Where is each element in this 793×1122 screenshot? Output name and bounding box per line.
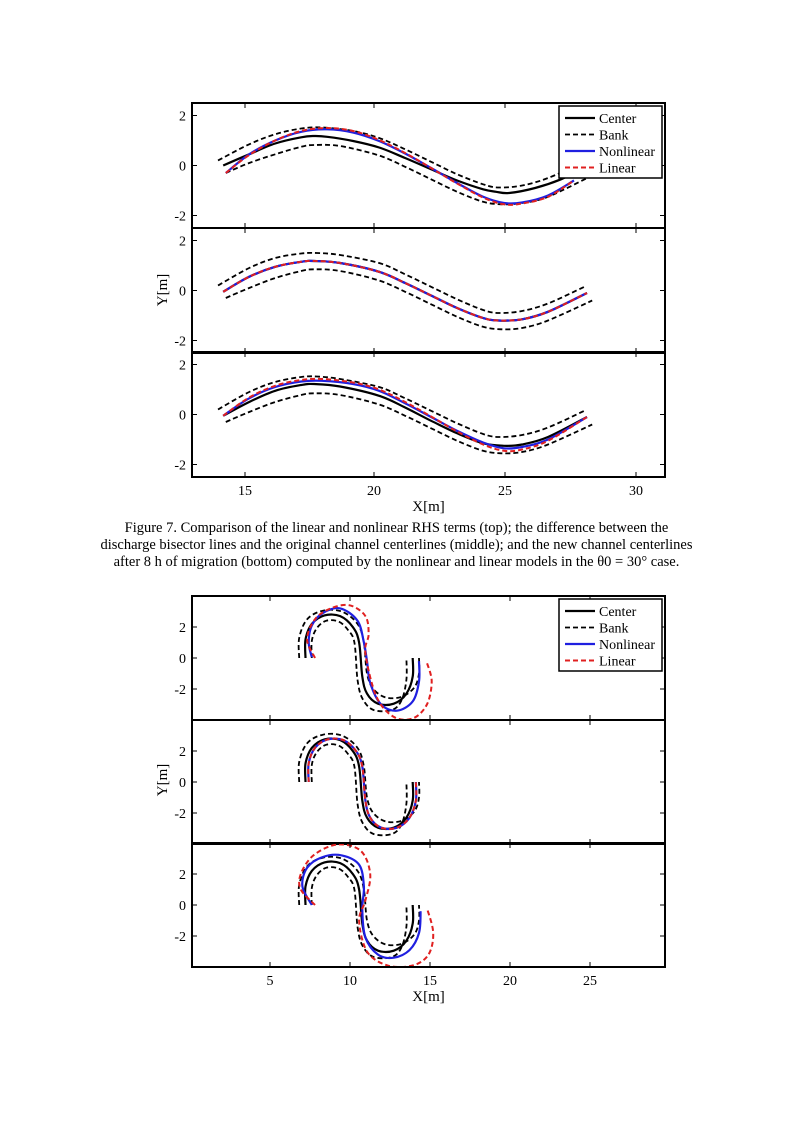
series-bank-line <box>217 126 583 189</box>
y-tick-label: -2 <box>174 930 186 945</box>
legend-label-linear: Linear <box>599 162 636 177</box>
y-tick-label: -2 <box>174 683 186 698</box>
figure-caption: Figure 7. Comparison of the linear and n… <box>100 520 693 570</box>
series-bank-line <box>310 619 408 713</box>
series-bank-line <box>217 375 585 438</box>
x-tick-label: 10 <box>343 974 357 989</box>
y-tick-label: 2 <box>179 745 186 760</box>
legend-label-nonlinear: Nonlinear <box>599 145 655 160</box>
y-tick-label: 2 <box>179 359 186 374</box>
series-center-line <box>222 259 588 322</box>
series-bank-line <box>310 866 408 960</box>
x-tick-label: 20 <box>367 484 381 499</box>
series-linear-line <box>307 737 418 830</box>
legend-label-bank: Bank <box>599 622 629 637</box>
series-bank-line <box>217 251 585 314</box>
x-tick-label: 5 <box>267 974 274 989</box>
y-tick-label: 0 <box>179 160 186 175</box>
legend-label-center: Center <box>599 112 637 127</box>
y-tick-label: 2 <box>179 868 186 883</box>
y-tick-label: 2 <box>179 621 186 636</box>
legend-label-bank: Bank <box>599 129 629 144</box>
series-nonlinear-line <box>301 853 422 960</box>
y-tick-label: 2 <box>179 235 186 250</box>
x-tick-label: 15 <box>423 974 437 989</box>
y-tick-label: -2 <box>174 807 186 822</box>
legend-label-center: Center <box>599 605 637 620</box>
x-tick-label: 25 <box>498 484 512 499</box>
y-axis-label: Y[m] <box>155 274 171 307</box>
series-bank-line <box>225 143 593 206</box>
y-tick-label: -2 <box>174 459 186 474</box>
panel-bottom: 2 0 -2 <box>174 842 666 968</box>
x-tick-label: 25 <box>583 974 597 989</box>
panel-frame <box>191 842 666 968</box>
legend-label-linear: Linear <box>599 655 636 670</box>
series-nonlinear-line <box>225 128 575 205</box>
series-linear-line <box>225 127 575 206</box>
x-axis-label: X[m] <box>412 499 445 515</box>
y-tick-label: -2 <box>174 210 186 225</box>
y-tick-label: 2 <box>179 110 186 125</box>
series-linear-line <box>306 603 433 720</box>
series-center-line <box>222 134 588 195</box>
series-nonlinear-line <box>222 379 588 450</box>
y-tick-label: 0 <box>179 899 186 914</box>
y-tick-label: 0 <box>179 285 186 300</box>
series-bank-line <box>297 608 421 700</box>
y-tick-label: 0 <box>179 409 186 424</box>
series-bank-line <box>297 855 421 947</box>
panel-frame <box>191 719 666 845</box>
panel-frame <box>191 227 666 354</box>
series-nonlinear-line <box>307 737 418 831</box>
series-center-line <box>222 382 588 447</box>
y-tick-label: -2 <box>174 335 186 350</box>
x-tick-label: 30 <box>629 484 643 499</box>
legend-label-nonlinear: Nonlinear <box>599 638 655 653</box>
y-tick-label: 0 <box>179 652 186 667</box>
y-tick-label: 0 <box>179 776 186 791</box>
series-linear-line <box>298 843 435 967</box>
x-tick-label: 20 <box>503 974 517 989</box>
panel-middle: 2 0 -2 <box>174 719 666 845</box>
series-linear-line <box>222 377 588 453</box>
y-axis-label: Y[m] <box>155 764 171 797</box>
series-linear-line <box>222 259 588 322</box>
series-bank-line <box>225 392 593 455</box>
series-bank-line <box>225 268 593 331</box>
x-tick-label: 15 <box>238 484 252 499</box>
x-axis-label: X[m] <box>412 989 445 1005</box>
panel-middle: 2 0 -2 <box>174 227 666 354</box>
panel-bottom: 2 0 -2 <box>174 351 666 478</box>
series-nonlinear-line <box>222 259 588 322</box>
